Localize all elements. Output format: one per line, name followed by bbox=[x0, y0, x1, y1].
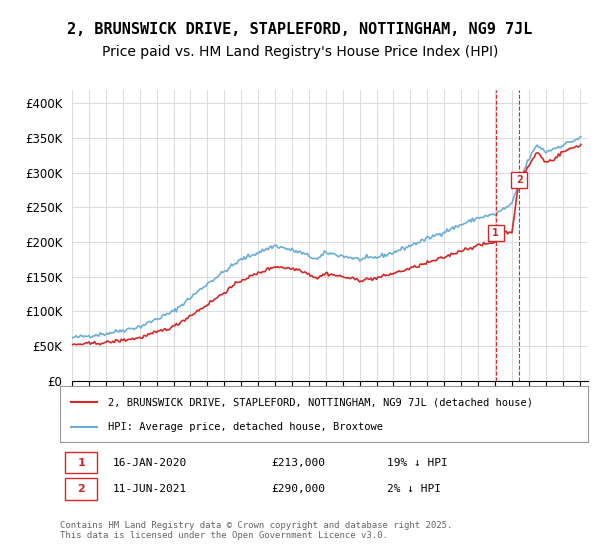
Text: 2, BRUNSWICK DRIVE, STAPLEFORD, NOTTINGHAM, NG9 7JL: 2, BRUNSWICK DRIVE, STAPLEFORD, NOTTINGH… bbox=[67, 22, 533, 38]
Text: £290,000: £290,000 bbox=[271, 484, 325, 494]
Text: 16-JAN-2020: 16-JAN-2020 bbox=[113, 458, 187, 468]
Text: 2% ↓ HPI: 2% ↓ HPI bbox=[388, 484, 442, 494]
Text: 1: 1 bbox=[77, 458, 85, 468]
Text: £213,000: £213,000 bbox=[271, 458, 325, 468]
Text: HPI: Average price, detached house, Broxtowe: HPI: Average price, detached house, Brox… bbox=[107, 422, 383, 432]
Text: 2: 2 bbox=[77, 484, 85, 494]
Text: 2, BRUNSWICK DRIVE, STAPLEFORD, NOTTINGHAM, NG9 7JL (detached house): 2, BRUNSWICK DRIVE, STAPLEFORD, NOTTINGH… bbox=[107, 397, 533, 407]
Text: Contains HM Land Registry data © Crown copyright and database right 2025.
This d: Contains HM Land Registry data © Crown c… bbox=[60, 521, 452, 540]
FancyBboxPatch shape bbox=[65, 452, 97, 473]
Text: Price paid vs. HM Land Registry's House Price Index (HPI): Price paid vs. HM Land Registry's House … bbox=[102, 45, 498, 59]
FancyBboxPatch shape bbox=[65, 478, 97, 500]
Text: 2: 2 bbox=[516, 175, 523, 185]
Text: 11-JUN-2021: 11-JUN-2021 bbox=[113, 484, 187, 494]
Text: 1: 1 bbox=[492, 228, 499, 238]
Text: 19% ↓ HPI: 19% ↓ HPI bbox=[388, 458, 448, 468]
